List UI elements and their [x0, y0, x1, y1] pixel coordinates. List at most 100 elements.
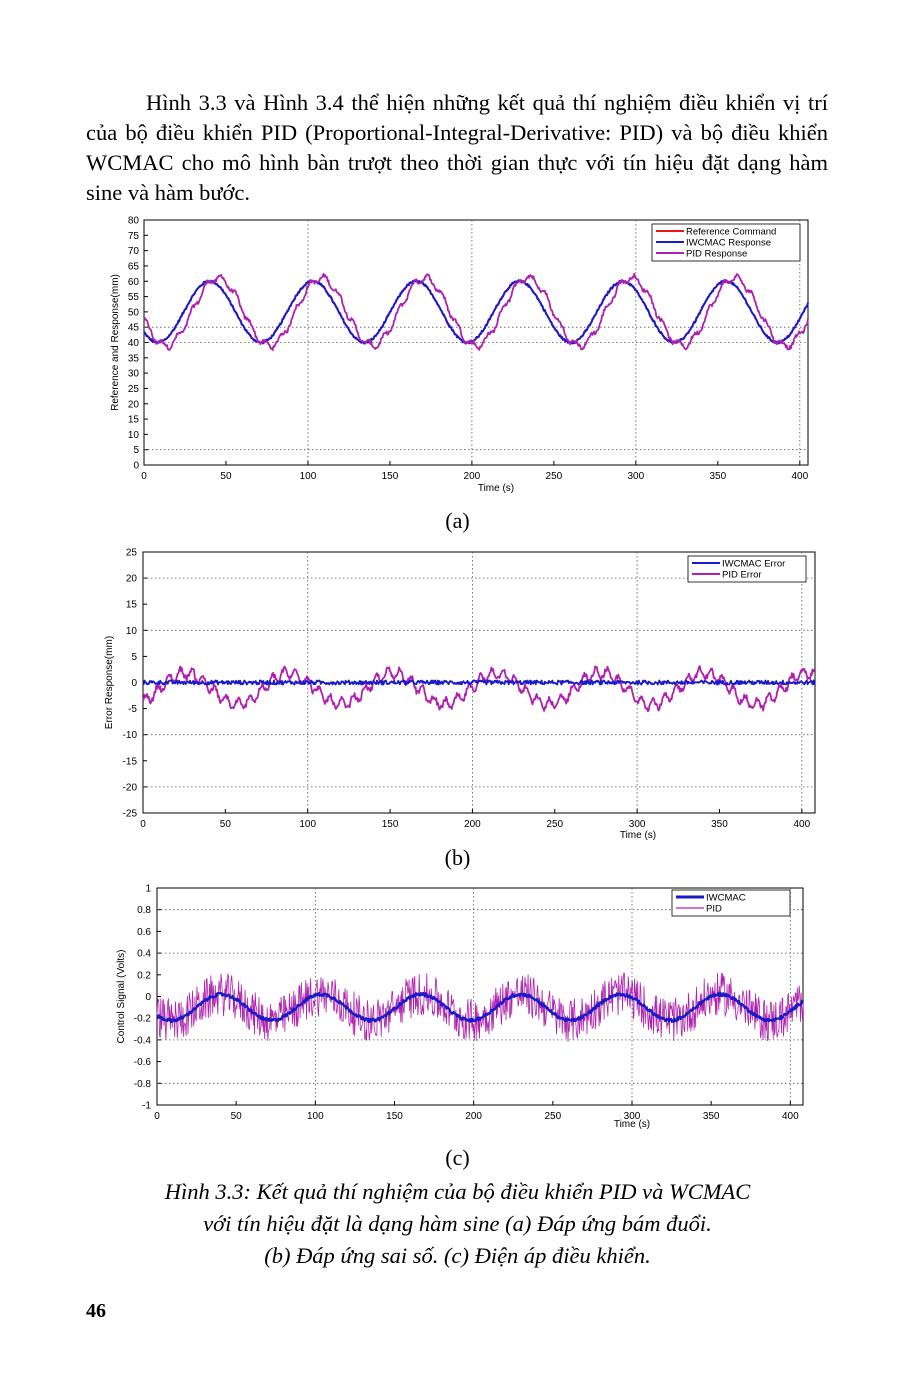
y-tick-label: 60 — [128, 277, 140, 288]
y-tick-label: -0.4 — [134, 1035, 152, 1046]
panel-label-b: (b) — [444, 845, 471, 870]
figure-c: 0 50 100 150 200 250 300 350 400 1 0.8 0.6 0.4 0.2 0 -0… — [0, 876, 915, 1142]
y-tick-label: 25 — [128, 384, 140, 395]
y-tick-label: -0.2 — [134, 1014, 152, 1025]
paragraph-text: Hình 3.3 và Hình 3.4 thể hiện những kết … — [86, 90, 828, 205]
x-tick-label: 100 — [300, 471, 317, 482]
x-tick-label: 350 — [703, 1111, 720, 1122]
y-tick-label: 0.4 — [137, 949, 151, 960]
legend-box — [687, 555, 807, 583]
x-tick-label: 50 — [220, 471, 232, 482]
figure-b: 0 50 100 150 200 250 300 350 400 -25 -20 -15 -10 -5 0 5… — [0, 540, 915, 850]
plot-area-c — [156, 887, 804, 1106]
x-tick-label: 250 — [544, 1111, 561, 1122]
y-axis-label: Reference and Response(mm) — [110, 274, 121, 411]
y-tick-label: 70 — [128, 246, 140, 257]
y-tick-label: 10 — [126, 626, 138, 637]
y-tick-label: 0 — [145, 992, 151, 1003]
x-tick-label: 0 — [154, 1111, 160, 1122]
y-tick-label: -25 — [123, 809, 138, 820]
legend-entry: IWCMAC — [706, 893, 746, 904]
legend-entry: PID — [706, 904, 722, 915]
y-tick-label: 0 — [133, 461, 139, 472]
x-tick-label: 250 — [546, 471, 563, 482]
y-tick-label: -0.8 — [134, 1079, 152, 1090]
panel-label-c: (c) — [445, 1145, 470, 1170]
y-tick-label: 10 — [128, 430, 140, 441]
x-tick-label: 50 — [220, 819, 232, 830]
x-tick-label: 400 — [791, 471, 808, 482]
series-pid-line — [143, 272, 809, 351]
figure-a: 0 50 100 150 200 250 300 350 400 0 5 10 15 20 25 30 35 40… — [0, 210, 915, 500]
x-tick-label: 350 — [709, 471, 726, 482]
x-tick-label: 150 — [382, 471, 399, 482]
series-wcmac-error-line — [142, 679, 816, 686]
legend-entry: PID Response — [686, 249, 747, 260]
x-tick-label: 100 — [307, 1111, 324, 1122]
y-tick-label: 5 — [133, 445, 139, 456]
x-tick-label: 200 — [465, 1111, 482, 1122]
y-axis-label: Error Response(mm) — [104, 636, 115, 729]
x-axis-label: Time (s) — [478, 483, 514, 494]
x-tick-label: 250 — [546, 819, 563, 830]
y-tick-label: 45 — [128, 323, 140, 334]
y-tick-label: 5 — [131, 652, 137, 663]
y-tick-label: 25 — [126, 548, 138, 559]
y-tick-label: -20 — [123, 782, 138, 793]
figure-caption-line-3: (b) Đáp ứng sai số. (c) Điện áp điều khi… — [264, 1243, 651, 1268]
series-wcmac-line — [143, 279, 809, 345]
legend-entry: IWCMAC Response — [686, 238, 771, 249]
x-tick-label: 400 — [793, 819, 810, 830]
x-tick-label: 400 — [782, 1111, 799, 1122]
x-tick-label: 350 — [711, 819, 728, 830]
y-tick-label: 65 — [128, 261, 140, 272]
page-number: 46 — [86, 1300, 106, 1322]
y-tick-label: 35 — [128, 353, 140, 364]
y-tick-label: -1 — [142, 1101, 151, 1112]
y-tick-label: -0.6 — [134, 1057, 152, 1068]
y-tick-label: 20 — [126, 574, 138, 585]
y-tick-label: 50 — [128, 307, 140, 318]
y-tick-label: 0.2 — [137, 970, 151, 981]
series-pid-error-line — [142, 665, 816, 713]
y-tick-label: 75 — [128, 231, 140, 242]
y-tick-label: 55 — [128, 292, 140, 303]
chart-b: 0 50 100 150 200 250 300 350 400 -25 -20 -15 -10 -5 0 5… — [104, 548, 816, 841]
y-axis-label: Control Signal (Volts) — [116, 950, 127, 1044]
x-tick-label: 200 — [464, 819, 481, 830]
x-tick-label: 300 — [624, 1111, 641, 1122]
y-tick-label: 0.6 — [137, 927, 151, 938]
x-axis-label: Time (s) — [620, 830, 656, 841]
legend-entry: IWCMAC Error — [722, 559, 785, 570]
panel-label-a: (a) — [445, 508, 470, 533]
y-tick-label: 30 — [128, 369, 140, 380]
y-tick-label: -15 — [123, 756, 138, 767]
x-tick-label: 100 — [299, 819, 316, 830]
y-tick-label: 0.8 — [137, 905, 151, 916]
series-wcmac-control-line — [156, 991, 804, 1024]
x-tick-label: 50 — [231, 1111, 243, 1122]
chart-c: 0 50 100 150 200 250 300 350 400 1 0.8 0.6 0.4 0.2 0 -0… — [116, 884, 804, 1130]
y-tick-label: 0 — [131, 678, 137, 689]
figure-caption-line-1: Hình 3.3: Kết quả thí nghiệm của bộ điều… — [164, 1179, 751, 1204]
legend-entry: PID Error — [722, 570, 762, 581]
body-paragraph: Hình 3.3 và Hình 3.4 thể hiện những kết … — [86, 88, 828, 208]
x-tick-label: 300 — [629, 819, 646, 830]
y-tick-label: -10 — [123, 730, 138, 741]
y-tick-label: 20 — [128, 399, 140, 410]
y-tick-label: 80 — [128, 216, 140, 227]
x-tick-label: 300 — [628, 471, 645, 482]
x-tick-label: 0 — [141, 471, 147, 482]
x-tick-label: 150 — [382, 819, 399, 830]
figure-caption-line-2: với tín hiệu đặt là dạng hàm sine (a) Đá… — [203, 1211, 712, 1236]
x-axis-label: Time (s) — [614, 1119, 650, 1130]
legend-entry: Reference Command — [686, 227, 776, 238]
y-tick-label: 15 — [128, 415, 140, 426]
x-tick-label: 0 — [140, 819, 146, 830]
legend-box — [671, 889, 791, 917]
chart-a: 0 50 100 150 200 250 300 350 400 0 5 10 15 20 25 30 35 40… — [110, 216, 809, 494]
x-tick-label: 200 — [464, 471, 481, 482]
x-tick-label: 150 — [386, 1111, 403, 1122]
y-tick-label: 40 — [128, 338, 140, 349]
y-tick-label: 1 — [145, 884, 151, 895]
